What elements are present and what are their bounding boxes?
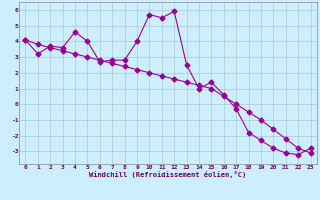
X-axis label: Windchill (Refroidissement éolien,°C): Windchill (Refroidissement éolien,°C) [89, 171, 247, 178]
